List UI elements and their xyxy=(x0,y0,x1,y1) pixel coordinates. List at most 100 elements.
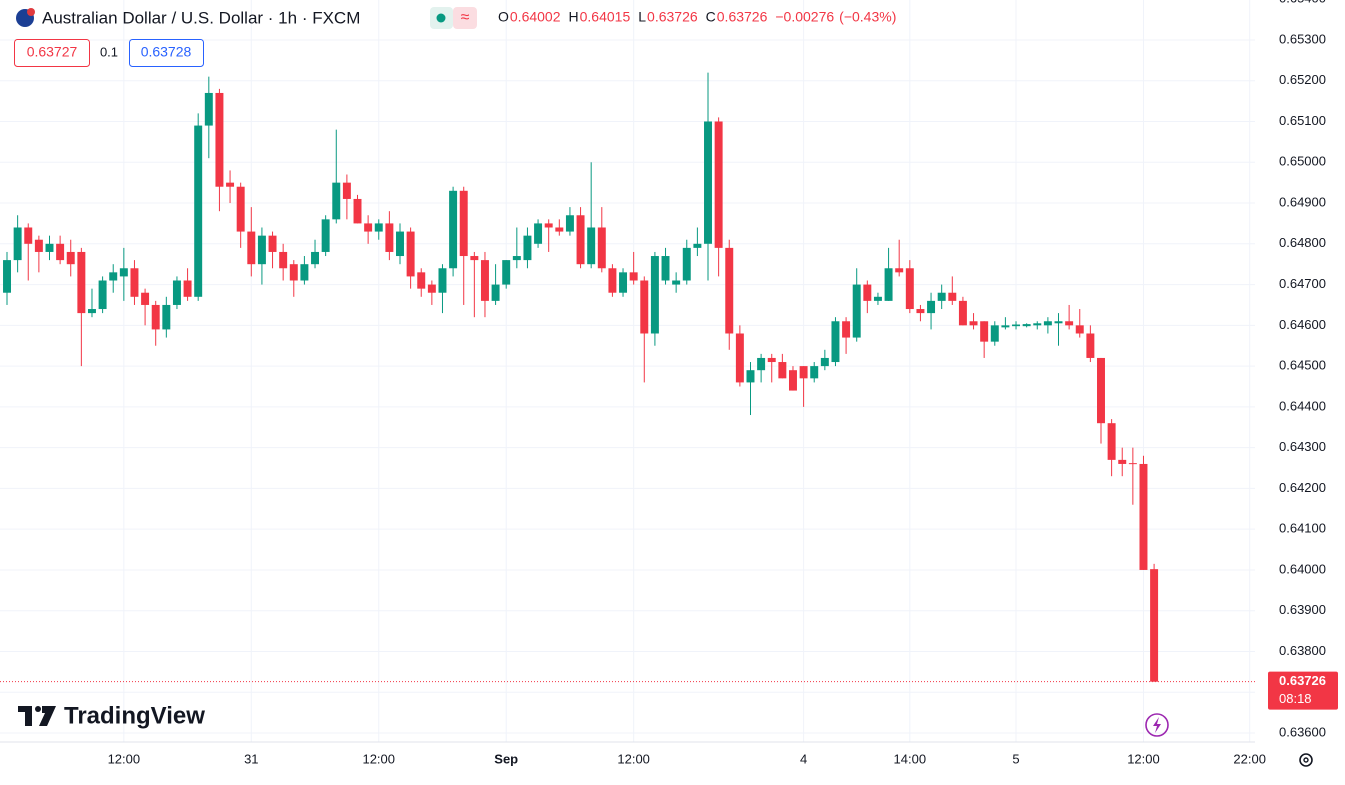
ohlc-label: H xyxy=(569,9,579,25)
candle-body xyxy=(459,190,468,257)
candle-body xyxy=(172,280,181,305)
candle-body xyxy=(650,256,659,334)
candle-body xyxy=(374,223,383,232)
candle-body xyxy=(810,366,819,379)
candle-body xyxy=(587,227,596,265)
candle-body xyxy=(948,292,957,301)
candle-body xyxy=(895,268,904,273)
candle-body xyxy=(87,309,96,314)
candle-body xyxy=(523,235,532,261)
settings-button[interactable] xyxy=(1299,753,1313,767)
y-tick-label: 0.65400 xyxy=(1279,0,1326,6)
candle-body xyxy=(704,121,712,244)
change: −0.00276 xyxy=(775,9,834,25)
logo-dot xyxy=(35,706,41,712)
y-tick-label: 0.63800 xyxy=(1279,643,1326,658)
candle-body xyxy=(289,264,298,281)
axes: 0.636000.637000.638000.639000.640000.641… xyxy=(0,0,1338,766)
candle-body xyxy=(13,227,22,261)
candle-body xyxy=(226,182,235,187)
x-tick-label: Sep xyxy=(494,751,518,766)
stream-icon: ≈ xyxy=(461,9,470,26)
candle-body xyxy=(406,231,415,277)
candle-body xyxy=(109,272,118,281)
candle-body xyxy=(427,284,436,293)
candle-body xyxy=(1139,463,1148,570)
candle-body xyxy=(332,182,341,220)
candle-body xyxy=(300,264,309,281)
candle-body xyxy=(852,284,861,338)
candle-body xyxy=(396,231,404,257)
candle-body xyxy=(257,235,266,265)
candle-body xyxy=(1001,325,1010,328)
bid-price: 0.63727 xyxy=(27,44,78,60)
ohlc-legend: O 0.64002 H 0.64015 L 0.63726 C 0.63726 −0.00276… xyxy=(498,9,896,25)
ohlc-value: 0.63726 xyxy=(647,9,698,25)
candle-body xyxy=(1150,569,1159,682)
candle-body xyxy=(417,272,426,289)
ohlc-value: 0.64015 xyxy=(580,9,631,25)
candle-body xyxy=(640,280,649,334)
candle-body xyxy=(1107,423,1116,460)
event-bolt xyxy=(1153,717,1161,733)
candle-body xyxy=(151,304,160,330)
y-tick-label: 0.64400 xyxy=(1279,398,1326,413)
candle-body xyxy=(77,251,86,314)
x-tick-label: 12:00 xyxy=(1127,751,1160,766)
y-tick-label: 0.64800 xyxy=(1279,235,1326,250)
candle-body xyxy=(183,280,192,297)
candle-body xyxy=(512,256,521,261)
candle-body xyxy=(619,272,628,293)
y-tick-label: 0.64200 xyxy=(1279,480,1326,495)
candle-body xyxy=(799,366,808,379)
candle-body xyxy=(576,215,585,265)
candle-body xyxy=(491,284,500,301)
x-tick-label: 4 xyxy=(800,751,807,766)
candle-body xyxy=(831,321,840,363)
sell-button[interactable] xyxy=(14,39,90,67)
x-tick-label: 5 xyxy=(1012,751,1019,766)
symbol-title: Australian Dollar / U.S. Dollar · 1h · F… xyxy=(42,8,360,27)
candle-body xyxy=(24,227,33,244)
candle-body xyxy=(1022,324,1031,327)
candle-body xyxy=(141,292,150,305)
candle-body xyxy=(672,280,681,285)
candle-body xyxy=(1043,321,1052,326)
candle-body xyxy=(661,256,670,281)
buy-button[interactable] xyxy=(129,39,204,67)
candles xyxy=(3,72,1159,682)
candle-body xyxy=(45,243,54,252)
candle-body xyxy=(927,300,936,314)
watermark: TradingView xyxy=(18,702,205,729)
stream-button[interactable] xyxy=(453,7,477,29)
candle-body xyxy=(470,256,479,261)
candle-body xyxy=(1118,459,1127,464)
candle-body xyxy=(757,357,766,371)
candle-body xyxy=(937,292,946,301)
candle-body xyxy=(480,260,489,301)
candle-body xyxy=(980,321,989,342)
y-tick-label: 0.64100 xyxy=(1279,521,1326,536)
x-tick-label: 12:00 xyxy=(108,751,141,766)
countdown-label: 08:18 xyxy=(1279,691,1312,706)
candle-body xyxy=(438,268,447,293)
candle-body xyxy=(130,268,139,297)
candle-body xyxy=(565,215,574,232)
event-icon[interactable] xyxy=(1145,713,1169,737)
gear xyxy=(1299,753,1313,767)
candle-body xyxy=(279,251,288,269)
candle-body xyxy=(1128,463,1137,465)
candle-body xyxy=(236,186,245,232)
spread: 0.1 xyxy=(100,44,118,59)
candle-body xyxy=(682,247,691,281)
candle-body xyxy=(958,300,967,326)
candle-body xyxy=(1075,325,1084,334)
candle-body xyxy=(385,223,394,252)
ohlc-label: O xyxy=(498,9,509,25)
candle-body xyxy=(1012,324,1021,327)
change-percent: (−0.43%) xyxy=(839,9,896,25)
y-tick-label: 0.64500 xyxy=(1279,358,1326,373)
candle-body xyxy=(215,92,224,187)
